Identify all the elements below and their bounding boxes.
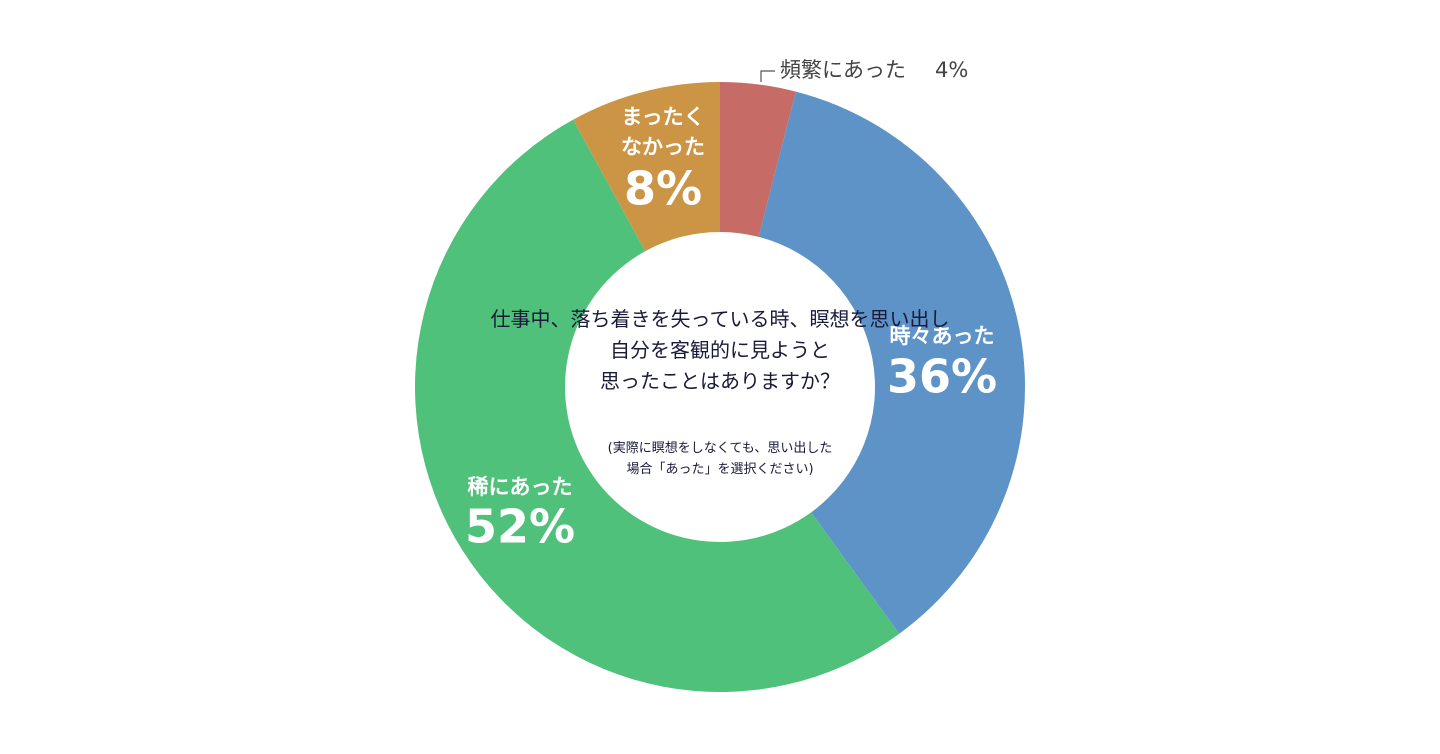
donut-slice [720, 82, 796, 237]
leader-line [760, 70, 775, 82]
donut-slice [414, 119, 900, 693]
value-label: 8% [624, 162, 702, 216]
chart-note: (実際に瞑想をしなくても、思い出した場合「あった」を選択ください) [608, 440, 833, 477]
value-label: 36% [887, 350, 997, 404]
value-label: 52% [465, 500, 575, 554]
value-label: 4% [935, 58, 968, 82]
category-label: 稀にあった [468, 475, 573, 499]
category-label: まったくなかった [621, 105, 705, 159]
chart-title: 仕事中、落ち着きを失っている時、瞑想を思い出し自分を客観的に見ようと思ったことは… [491, 307, 950, 393]
donut-slice [758, 91, 1025, 634]
category-label: 時々あった [890, 324, 995, 348]
category-label: 頻繁にあった [780, 58, 906, 82]
donut-slice [573, 82, 720, 252]
